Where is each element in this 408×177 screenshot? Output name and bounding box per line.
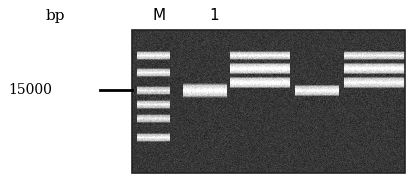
Text: bp: bp — [45, 9, 65, 23]
Text: 15000: 15000 — [8, 83, 52, 97]
Bar — [132, 30, 405, 173]
Text: 1: 1 — [209, 8, 219, 24]
Text: M: M — [152, 8, 165, 24]
